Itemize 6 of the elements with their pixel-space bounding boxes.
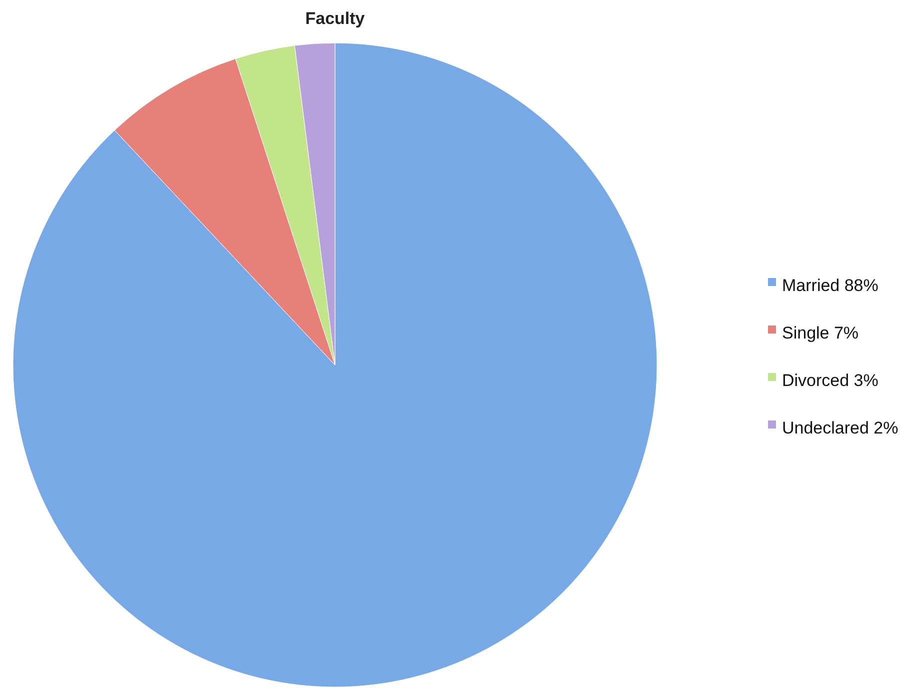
chart-title: Faculty: [305, 9, 366, 28]
legend-label: Married 88%: [782, 276, 878, 295]
legend-label: Divorced 3%: [782, 370, 878, 390]
legend-label: Undeclared 2%: [782, 418, 898, 438]
pie-slice: [13, 42, 658, 687]
legend-label: Single 7%: [782, 323, 859, 342]
